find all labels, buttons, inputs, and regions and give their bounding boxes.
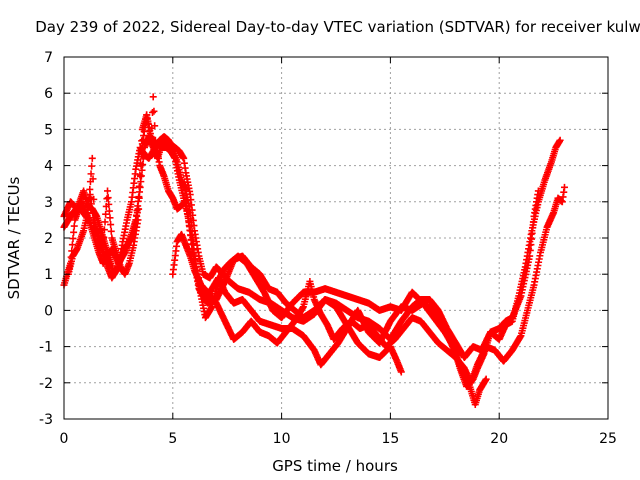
data-point <box>88 154 96 162</box>
data-point-fill <box>107 221 115 229</box>
data-point-fill <box>69 235 77 243</box>
data-point-fill <box>70 222 78 230</box>
data-point-fill <box>105 200 113 208</box>
x-tick-label: 0 <box>60 431 69 447</box>
y-tick-label: 2 <box>44 231 53 247</box>
y-tick-label: 0 <box>44 303 53 319</box>
y-tick-label: 7 <box>44 50 53 66</box>
axis-ticks: 0 5 10 15 20 25 -3 -2 -1 0 1 2 3 4 5 6 7 <box>39 50 617 447</box>
grid-lines <box>64 57 608 419</box>
data-point <box>397 368 405 376</box>
data-point-fill <box>85 193 93 201</box>
x-tick-label: 20 <box>490 431 508 447</box>
data-point-fill <box>101 218 109 226</box>
x-tick-label: 5 <box>168 431 177 447</box>
data-point-fill <box>102 210 110 218</box>
y-tick-label: 1 <box>44 267 53 283</box>
data-point-fill <box>106 214 114 222</box>
data-point-fill <box>87 170 95 178</box>
y-tick-label: 3 <box>44 195 53 211</box>
data-point-fill <box>105 207 113 215</box>
data-point-fill <box>68 241 76 249</box>
data-point-fill <box>189 233 197 241</box>
data-point-fill <box>103 195 111 203</box>
x-axis-label: GPS time / hours <box>272 457 398 475</box>
data-point-fill <box>89 175 97 183</box>
data-point-fill <box>150 107 158 115</box>
y-tick-label: 6 <box>44 86 53 102</box>
y-axis-label: SDTVAR / TECUs <box>5 176 23 299</box>
data-point-fill <box>187 221 195 229</box>
data-point-fill <box>188 227 196 235</box>
y-tick-label: -2 <box>39 376 53 392</box>
data-points <box>60 93 568 409</box>
data-point-fill <box>138 137 146 145</box>
data-point-fill <box>151 122 159 130</box>
data-point-fill <box>148 109 156 117</box>
data-point <box>482 375 490 383</box>
data-point-fill <box>187 215 195 223</box>
data-point <box>186 209 194 217</box>
series-trace-4 <box>64 111 542 361</box>
data-point-fill <box>137 148 145 156</box>
data-point-fill <box>135 194 143 202</box>
data-point <box>556 136 564 144</box>
series-trace-5 <box>169 183 568 387</box>
data-point <box>104 187 112 195</box>
x-tick-label: 15 <box>381 431 399 447</box>
data-point-fill <box>107 227 115 235</box>
chart-title: Day 239 of 2022, Sidereal Day-to-day VTE… <box>35 18 640 36</box>
y-tick-label: 5 <box>44 122 53 138</box>
data-point <box>560 183 568 191</box>
data-point-fill <box>136 171 144 179</box>
data-point-fill <box>189 240 197 248</box>
data-point <box>134 205 142 213</box>
data-point <box>149 93 157 101</box>
data-point-fill <box>85 201 93 209</box>
data-point-fill <box>70 228 78 236</box>
y-tick-label: -3 <box>39 412 53 428</box>
y-tick-label: 4 <box>44 159 53 175</box>
y-tick-label: -1 <box>39 340 53 356</box>
x-tick-label: 10 <box>273 431 291 447</box>
data-point-fill <box>136 160 144 168</box>
data-point-fill <box>90 195 98 203</box>
data-point <box>534 187 542 195</box>
data-point-fill <box>190 246 198 254</box>
data-point-fill <box>135 182 143 190</box>
data-point-fill <box>104 194 112 202</box>
x-tick-label: 25 <box>599 431 617 447</box>
data-point-fill <box>86 185 94 193</box>
data-point-fill <box>88 162 96 170</box>
data-point <box>84 209 92 217</box>
